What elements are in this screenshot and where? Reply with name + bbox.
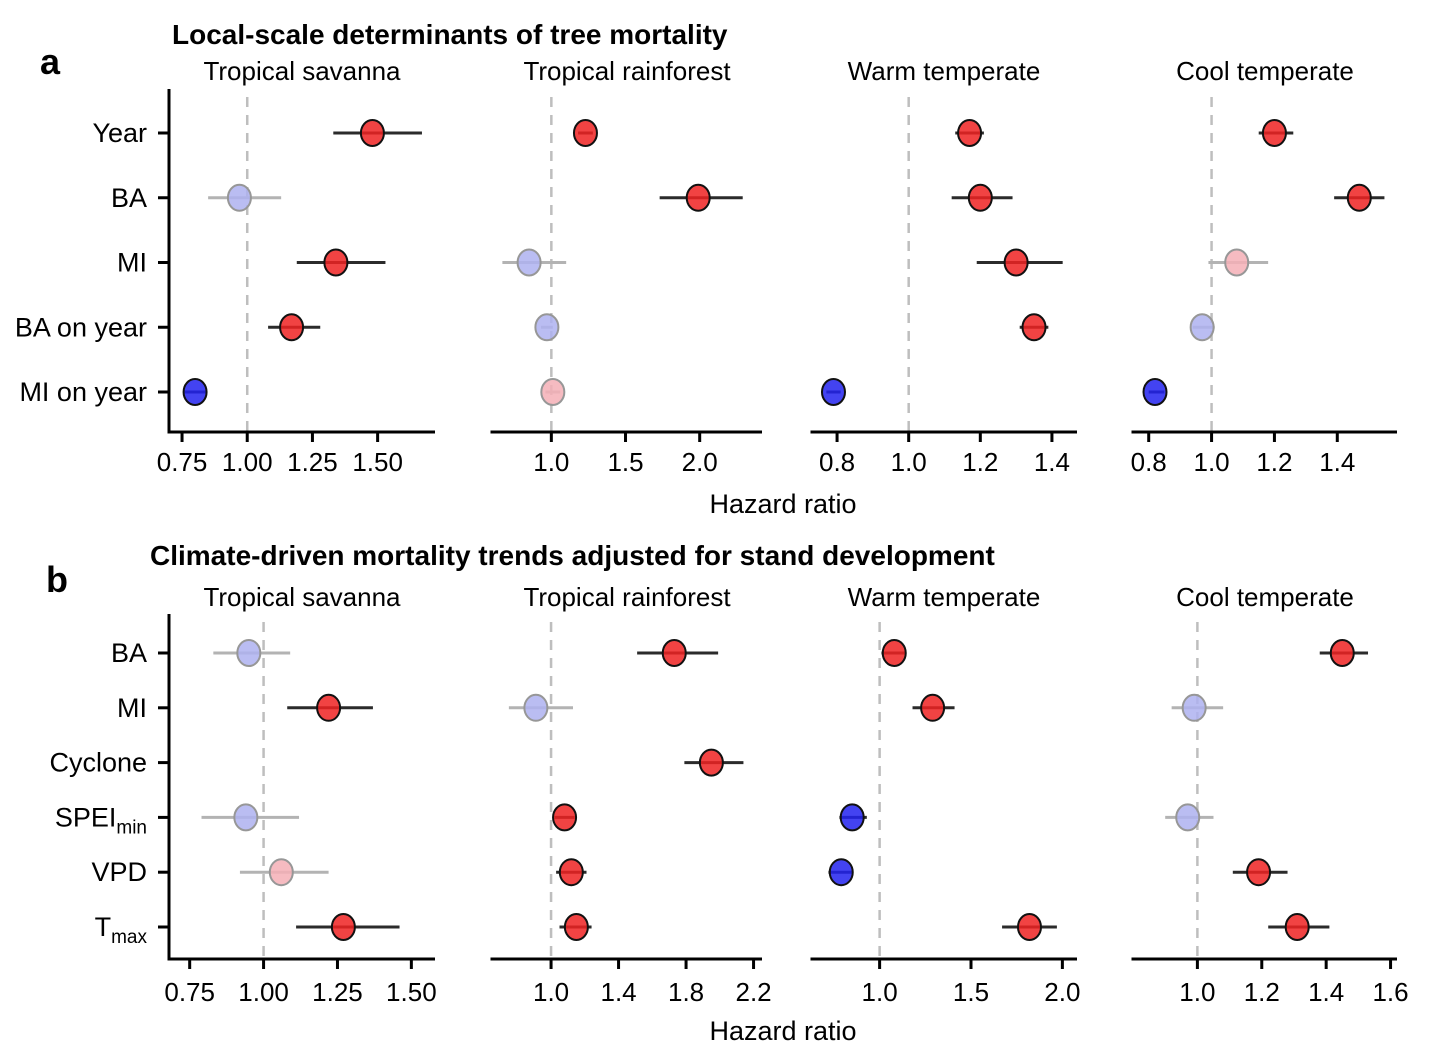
- point-marker: [572, 119, 598, 147]
- point-marker: [920, 693, 946, 722]
- x-tick-label: 1.4: [1308, 977, 1344, 1007]
- panel-b-x-axis-label: Hazard ratio: [709, 1016, 857, 1046]
- point-marker: [268, 858, 294, 887]
- panel-a-x-axis-label: Hazard ratio: [709, 489, 857, 519]
- point-marker: [279, 313, 305, 342]
- point-marker: [1142, 378, 1168, 406]
- point-marker: [698, 748, 724, 777]
- point-marker: [226, 183, 252, 212]
- panel-b-subplot-title-cool-temperate: Cool temperate: [1176, 582, 1354, 612]
- x-tick-label: 1.8: [668, 977, 704, 1007]
- x-tick-label: 1.0: [862, 977, 898, 1007]
- panel-a-subplot-title-tropical-savanna: Tropical savanna: [203, 56, 401, 86]
- point-marker: [881, 639, 907, 667]
- point-marker: [685, 183, 711, 212]
- point-marker: [1021, 313, 1047, 342]
- row-label: MI: [117, 248, 147, 278]
- point-marker: [523, 693, 549, 722]
- point-marker: [182, 378, 208, 406]
- row-label: Year: [92, 118, 147, 148]
- row-label: BA: [111, 183, 147, 213]
- x-tick-label: 1.0: [1179, 977, 1215, 1007]
- point-marker: [1181, 693, 1207, 722]
- x-tick-label: 1.2: [962, 447, 998, 477]
- point-marker: [323, 248, 349, 277]
- x-tick-label: 1.00: [222, 447, 273, 477]
- x-tick-label: 0.8: [819, 447, 855, 477]
- point-marker: [558, 858, 584, 887]
- row-label: Tmax: [95, 912, 148, 948]
- panel-a-subplot-title-tropical-rainforest: Tropical rainforest: [523, 56, 731, 86]
- x-tick-label: 1.4: [1034, 447, 1070, 477]
- row-label: BA on year: [15, 312, 147, 342]
- point-marker: [967, 183, 993, 212]
- point-marker: [552, 803, 578, 832]
- point-marker: [957, 119, 983, 147]
- panel-a-subplot-title-warm-temperate: Warm temperate: [847, 56, 1041, 86]
- point-marker: [1346, 183, 1372, 212]
- point-marker: [839, 803, 865, 832]
- x-tick-label: 1.4: [600, 977, 636, 1007]
- x-tick-label: 1.2: [1244, 977, 1280, 1007]
- point-marker: [1284, 913, 1310, 941]
- x-tick-label: 0.75: [164, 977, 215, 1007]
- point-marker: [661, 639, 687, 667]
- x-tick-label: 1.50: [386, 977, 437, 1007]
- row-label: VPD: [91, 857, 147, 887]
- panel-b-subplot-title-tropical-savanna: Tropical savanna: [203, 582, 401, 612]
- point-marker: [820, 378, 846, 406]
- x-tick-label: 1.00: [238, 977, 289, 1007]
- x-tick-label: 1.0: [533, 447, 569, 477]
- panel-b-subplot-title-tropical-rainforest: Tropical rainforest: [523, 582, 731, 612]
- x-tick-label: 1.0: [1193, 447, 1229, 477]
- x-tick-label: 2.0: [1044, 977, 1080, 1007]
- panel-a-subplot-title-cool-temperate: Cool temperate: [1176, 56, 1354, 86]
- point-marker: [233, 803, 259, 832]
- point-marker: [1246, 858, 1272, 887]
- panel-a-letter: a: [40, 41, 61, 82]
- row-label: MI on year: [19, 377, 147, 407]
- x-tick-label: 1.2: [1256, 447, 1292, 477]
- point-marker: [1329, 639, 1355, 667]
- x-tick-label: 1.25: [312, 977, 363, 1007]
- x-tick-label: 1.50: [352, 447, 403, 477]
- point-marker: [516, 248, 542, 277]
- point-marker: [330, 913, 356, 941]
- point-marker: [236, 639, 262, 667]
- row-label: BA: [111, 638, 147, 668]
- x-tick-label: 1.6: [1372, 977, 1408, 1007]
- x-tick-label: 1.4: [1319, 447, 1355, 477]
- point-marker: [828, 858, 854, 887]
- point-marker: [534, 313, 560, 342]
- point-marker: [1224, 248, 1250, 277]
- x-tick-label: 1.25: [287, 447, 338, 477]
- x-tick-label: 2.0: [682, 447, 718, 477]
- point-marker: [1175, 803, 1201, 832]
- x-tick-label: 0.8: [1131, 447, 1167, 477]
- panel-a-title: Local-scale determinants of tree mortali…: [172, 19, 728, 50]
- row-label: Cyclone: [49, 748, 147, 778]
- panel-b-subplot-title-warm-temperate: Warm temperate: [847, 582, 1041, 612]
- panel-b-title: Climate-driven mortality trends adjusted…: [150, 540, 995, 571]
- panel-b-letter: b: [46, 559, 68, 600]
- row-label: SPEImin: [55, 802, 147, 838]
- row-label: MI: [117, 693, 147, 723]
- point-marker: [1003, 248, 1029, 277]
- x-tick-label: 0.75: [157, 447, 208, 477]
- x-tick-label: 1.0: [533, 977, 569, 1007]
- point-marker: [1189, 313, 1215, 342]
- x-tick-label: 1.5: [953, 977, 989, 1007]
- point-marker: [563, 913, 589, 941]
- x-tick-label: 2.2: [735, 977, 771, 1007]
- x-tick-label: 1.0: [891, 447, 927, 477]
- point-marker: [540, 378, 566, 406]
- point-marker: [316, 693, 342, 722]
- point-marker: [1016, 913, 1042, 941]
- point-marker: [359, 119, 385, 147]
- x-tick-label: 1.5: [607, 447, 643, 477]
- point-marker: [1261, 119, 1287, 147]
